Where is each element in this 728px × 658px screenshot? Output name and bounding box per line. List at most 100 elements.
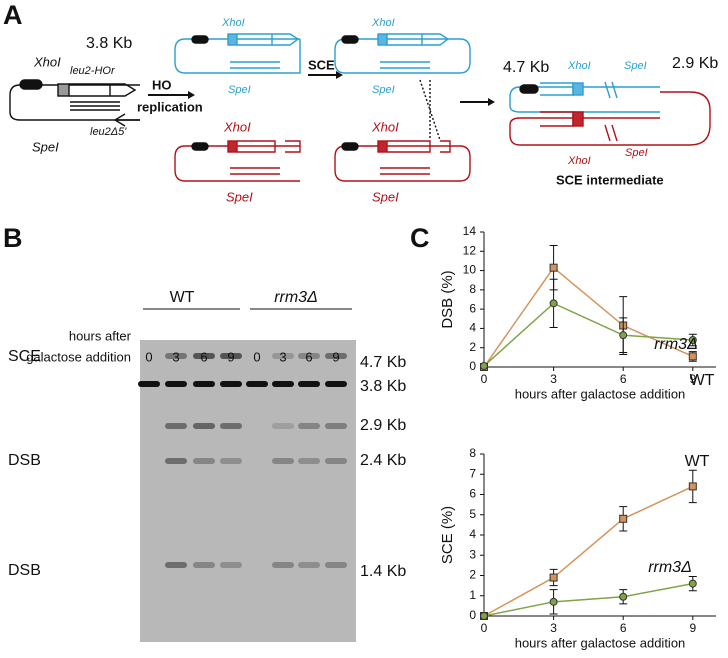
band <box>325 458 347 464</box>
label: SpeI <box>624 60 647 72</box>
band <box>325 562 347 568</box>
x-tick-label: 6 <box>620 372 627 386</box>
group-label: WT <box>170 289 195 306</box>
band <box>165 353 187 359</box>
band <box>220 458 242 464</box>
band-size: 3.8 Kb <box>360 378 406 395</box>
x-axis-label: hours after galactose addition <box>515 635 686 650</box>
label: SpeI <box>372 189 399 204</box>
series-line <box>483 582 693 617</box>
diagram-labels: 3.8 Kb XhoI leu2-HOr leu2Δ5' SpeI HO rep… <box>32 17 718 205</box>
marker <box>688 352 697 361</box>
lane-label: 9 <box>332 349 339 364</box>
band <box>325 423 347 429</box>
series-label: WT <box>690 372 715 389</box>
band <box>138 381 160 387</box>
x-tick-label: 3 <box>550 372 557 386</box>
band-size: 4.7 Kb <box>360 354 406 371</box>
marker <box>480 362 488 371</box>
series-label: rrm3Δ <box>654 336 698 353</box>
series-label: rrm3Δ <box>648 559 692 576</box>
y-tick-label: 5 <box>469 507 476 521</box>
y-tick-label: 1 <box>469 588 476 602</box>
marker <box>549 299 558 308</box>
label: leu2Δ5' <box>90 126 127 138</box>
label: XhoI <box>371 119 399 134</box>
band <box>272 458 294 464</box>
y-tick-label: 2 <box>469 568 476 582</box>
diagram-shapes <box>9 33 711 182</box>
series-line <box>483 485 694 617</box>
y-tick-label: 8 <box>469 282 476 296</box>
label: HO <box>152 77 172 92</box>
band <box>193 381 215 387</box>
label: XhoI <box>223 119 251 134</box>
label: SCE <box>308 57 335 72</box>
y-tick-label: 7 <box>469 466 476 480</box>
band <box>165 381 187 387</box>
marker <box>619 331 628 340</box>
band <box>193 353 215 359</box>
marker <box>549 597 558 606</box>
panel-label: B <box>3 223 23 253</box>
band <box>220 423 242 429</box>
lane-label: 3 <box>279 349 286 364</box>
marker <box>688 482 697 491</box>
band-size: 1.4 Kb <box>360 563 406 580</box>
label: XhoI <box>221 17 245 29</box>
label: SpeI <box>32 139 59 154</box>
gel <box>140 340 356 642</box>
label: 3.8 Kb <box>86 35 132 52</box>
marker <box>619 592 628 601</box>
y-tick-label: 8 <box>469 446 476 460</box>
marker <box>480 612 488 620</box>
panel-label: A <box>3 0 23 30</box>
marker <box>688 579 697 588</box>
lane-label: 3 <box>172 349 179 364</box>
series-label: WT <box>685 453 710 470</box>
y-tick-label: 3 <box>469 547 476 561</box>
label: SpeI <box>228 84 251 96</box>
group-label: rrm3Δ <box>274 289 318 306</box>
label: XhoI <box>371 17 395 29</box>
y-axis-label: SCE (%) <box>439 506 456 564</box>
x-tick-label: 0 <box>481 621 488 635</box>
lane-label: 9 <box>227 349 234 364</box>
band <box>298 562 320 568</box>
lane-label: 0 <box>253 349 260 364</box>
marker <box>619 514 628 523</box>
band <box>193 458 215 464</box>
band <box>272 381 294 387</box>
band <box>298 423 320 429</box>
band <box>325 353 347 359</box>
y-tick-label: 0 <box>469 359 476 373</box>
band <box>325 381 347 387</box>
label: XhoI <box>567 60 591 72</box>
band <box>272 562 294 568</box>
label: SpeI <box>625 147 648 159</box>
y-tick-label: 6 <box>469 487 476 501</box>
gel-header: hours after <box>69 328 132 343</box>
x-tick-label: 3 <box>550 621 557 635</box>
band-name: DSB <box>8 452 41 469</box>
x-tick-label: 0 <box>481 372 488 386</box>
marker <box>549 263 558 272</box>
marker <box>688 336 697 344</box>
y-tick-label: 14 <box>463 224 477 238</box>
y-tick-label: 6 <box>469 301 476 315</box>
y-axis-label: DSB (%) <box>439 270 456 328</box>
label: 4.7 Kb <box>503 59 549 76</box>
label: SpeI <box>372 84 395 96</box>
gel-bands <box>138 353 347 568</box>
lane-label: 6 <box>200 349 207 364</box>
label: replication <box>137 99 203 114</box>
x-tick-label: 9 <box>689 372 696 386</box>
band <box>272 353 294 359</box>
band <box>272 423 294 429</box>
series-line <box>483 266 694 368</box>
series-line <box>483 302 693 367</box>
band <box>165 562 187 568</box>
label: 2.9 Kb <box>672 55 718 72</box>
lane-label: 0 <box>145 349 152 364</box>
x-tick-label: 6 <box>620 621 627 635</box>
